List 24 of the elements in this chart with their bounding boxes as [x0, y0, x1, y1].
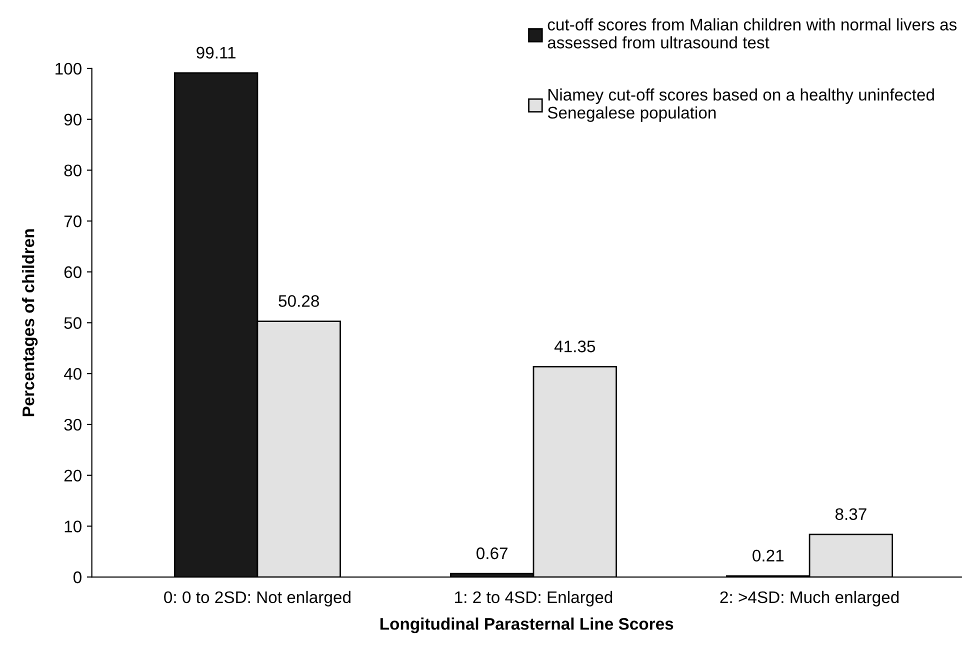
- data-label: 41.35: [554, 340, 596, 352]
- y-tick-label: 70: [64, 215, 82, 228]
- legend-label: Niamey cut-off scores based on a healthy uninfected Senegalese population: [548, 88, 934, 122]
- data-label: 0.21: [752, 550, 784, 562]
- x-tick-label: 1: 2 to 4SD: Enlarged: [455, 590, 612, 606]
- y-tick-label: 60: [64, 266, 82, 278]
- y-tick-label: 20: [64, 470, 82, 482]
- y-tick-label: 100: [56, 62, 82, 75]
- y-tick-label: 40: [64, 368, 82, 380]
- y-tick-label: 50: [64, 317, 82, 329]
- y-axis-title: Percentages of children: [22, 229, 38, 416]
- y-tick-label: 80: [64, 164, 82, 176]
- data-label: 99.11: [196, 46, 236, 59]
- x-axis-title: Longitudinal Parasternal Line Scores: [380, 618, 674, 634]
- y-tick-label: 30: [64, 418, 82, 431]
- y-tick-label: 90: [64, 114, 82, 126]
- y-tick-label: 0: [74, 571, 82, 584]
- data-label: 50.28: [278, 295, 319, 307]
- x-tick-label: 0: 0 to 2SD: Not enlarged: [164, 590, 350, 606]
- legend-label: cut-off scores from Malian children with normal livers as assessed from ultrasound test: [548, 18, 957, 48]
- x-tick-label: 2: >4SD: Much enlarged: [720, 590, 899, 606]
- data-label: 0.67: [476, 547, 508, 560]
- y-tick-label: 10: [64, 520, 82, 532]
- data-label: 8.37: [835, 508, 866, 520]
